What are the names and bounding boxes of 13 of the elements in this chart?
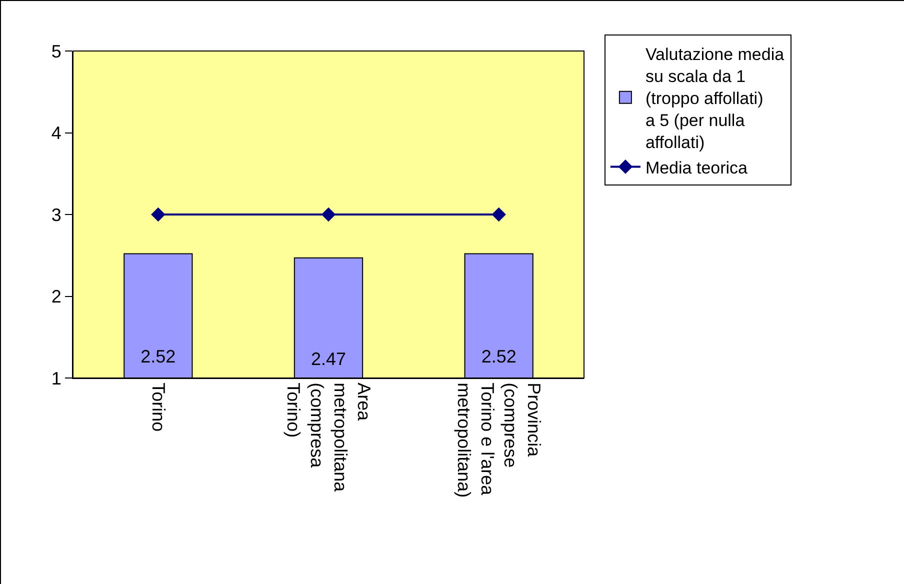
legend-label: Valutazione media su scala da 1 (troppo affollati) a 5 (per nulla affollati) [645, 44, 785, 152]
y-tick-label: 2 [51, 286, 62, 307]
y-tick-label: 3 [51, 204, 62, 225]
y-tick-label: 5 [51, 41, 62, 62]
x-tick-label: Torino [148, 382, 168, 432]
data-label: 2.52 [140, 346, 176, 367]
legend-label: Media teorica [645, 158, 748, 178]
y-tick-label: 1 [51, 368, 62, 388]
y-tick-label: 4 [51, 123, 62, 144]
data-label: 2.52 [481, 346, 516, 367]
x-tick-label: Provincia (comprese Torino e l'area metropolitana) [454, 382, 544, 498]
x-tick-label: Area metropolitana (compresa Torino) [284, 382, 374, 493]
data-label: 2.47 [310, 348, 346, 369]
